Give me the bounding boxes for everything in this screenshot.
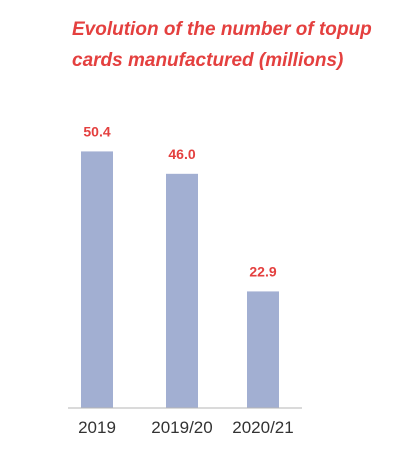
bar-2019: [81, 151, 113, 408]
value-label: 22.9: [249, 263, 276, 279]
bar-2020-21: [247, 291, 279, 408]
value-label: 46.0: [168, 146, 195, 162]
category-label: 2019: [78, 418, 116, 437]
category-label: 2019/20: [151, 418, 212, 437]
category-label: 2020/21: [232, 418, 293, 437]
value-label: 50.4: [83, 123, 110, 139]
chart-title: Evolution of the number of topup cards m…: [72, 19, 372, 71]
labels-group: 50.4 2019 46.0 2019/20 22.9 2020/21: [78, 123, 294, 437]
bar-2019-20: [166, 173, 198, 408]
bars-group: [81, 151, 279, 408]
